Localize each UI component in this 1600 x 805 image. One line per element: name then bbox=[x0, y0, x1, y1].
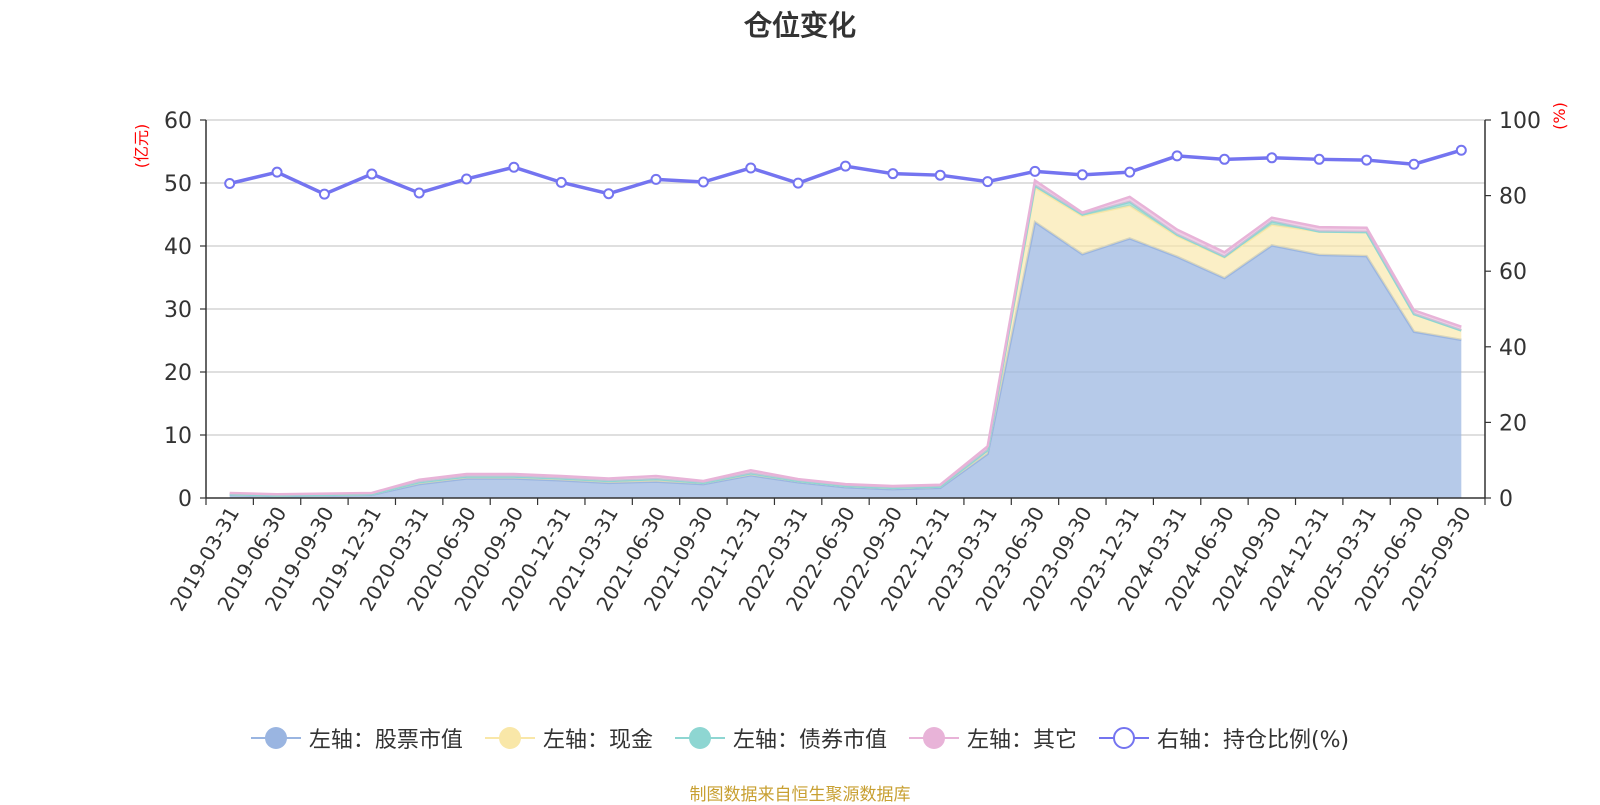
y-right-tick-label: 80 bbox=[1499, 185, 1527, 210]
ratio-point bbox=[1171, 150, 1183, 162]
area-edge-other bbox=[229, 178, 1462, 496]
ratio-point bbox=[697, 176, 709, 188]
legend-item-stock[interactable]: 左轴：股票市值 bbox=[250, 722, 463, 754]
ratio-point bbox=[887, 168, 899, 180]
ratio-point bbox=[1455, 144, 1467, 156]
y-left-tick-label: 60 bbox=[164, 109, 192, 134]
area-stock bbox=[229, 222, 1462, 498]
ratio-point bbox=[792, 177, 804, 189]
y-left-tick-label: 0 bbox=[178, 487, 192, 512]
y-axis-left-label: (亿元) bbox=[132, 124, 151, 169]
filled-circle-icon bbox=[674, 727, 725, 749]
y-axis-right-label: (%) bbox=[1550, 102, 1569, 130]
legend-label: 左轴：股票市值 bbox=[308, 728, 463, 753]
ratio-point bbox=[934, 169, 946, 181]
ratio-point bbox=[982, 176, 994, 188]
y-left-tick-label: 40 bbox=[164, 235, 192, 260]
filled-circle-icon bbox=[484, 727, 535, 749]
grid-lines bbox=[206, 119, 1485, 436]
filled-circle-icon bbox=[908, 727, 959, 749]
ratio-point bbox=[1266, 152, 1278, 164]
ratio-point bbox=[1218, 153, 1230, 165]
ratio-point bbox=[224, 178, 236, 190]
legend-label: 左轴：现金 bbox=[542, 728, 653, 753]
ratio-point bbox=[603, 188, 615, 200]
legend-item-cash[interactable]: 左轴：现金 bbox=[484, 722, 653, 754]
ratio-point bbox=[413, 187, 425, 199]
ratio-line-series bbox=[224, 144, 1467, 200]
ratio-point bbox=[1408, 158, 1420, 170]
legend-label: 左轴：债券市值 bbox=[732, 728, 887, 753]
y-left-tick-label: 50 bbox=[164, 172, 192, 197]
hollow-circle-icon bbox=[1098, 727, 1149, 749]
ratio-point bbox=[1124, 166, 1136, 178]
legend-item-bond[interactable]: 左轴：债券市值 bbox=[674, 722, 887, 754]
ratio-point bbox=[1361, 154, 1373, 166]
ratio-point bbox=[461, 173, 473, 185]
y-left-tick-label: 20 bbox=[164, 361, 192, 386]
y-right-tick-label: 20 bbox=[1499, 411, 1527, 436]
legend-label: 左轴：其它 bbox=[966, 728, 1077, 753]
ratio-point bbox=[1029, 165, 1041, 177]
ratio-point bbox=[745, 162, 757, 174]
ratio-point bbox=[318, 188, 330, 200]
y-right-tick-label: 100 bbox=[1499, 109, 1541, 134]
y-left-tick-label: 30 bbox=[164, 298, 192, 323]
ratio-point bbox=[650, 173, 662, 185]
ratio-point bbox=[1313, 153, 1325, 165]
y-right-tick-label: 40 bbox=[1499, 336, 1527, 361]
ratio-point bbox=[366, 168, 378, 180]
filled-circle-icon bbox=[250, 727, 301, 749]
chart-title: 仓位变化 bbox=[743, 9, 856, 42]
stacked-areas bbox=[229, 178, 1462, 498]
ratio-point bbox=[840, 160, 851, 172]
legend-label: 右轴：持仓比例(%) bbox=[1156, 728, 1350, 753]
y-right-tick-label: 0 bbox=[1499, 487, 1513, 512]
legend-item-other[interactable]: 左轴：其它 bbox=[908, 722, 1077, 754]
chart-legend: 左轴：股票市值 左轴：现金 左轴：债券市值 左轴：其它 右轴：持仓比例(%) bbox=[0, 722, 1600, 754]
ratio-point bbox=[1076, 169, 1088, 181]
legend-item-ratio[interactable]: 右轴：持仓比例(%) bbox=[1098, 722, 1350, 754]
y-left-tick-label: 10 bbox=[164, 424, 192, 449]
ratio-point bbox=[508, 161, 520, 173]
ratio-point bbox=[555, 176, 567, 188]
y-right-tick-label: 60 bbox=[1499, 260, 1527, 285]
data-source-note: 制图数据来自恒生聚源数据库 bbox=[689, 785, 911, 805]
ratio-point bbox=[271, 166, 283, 178]
